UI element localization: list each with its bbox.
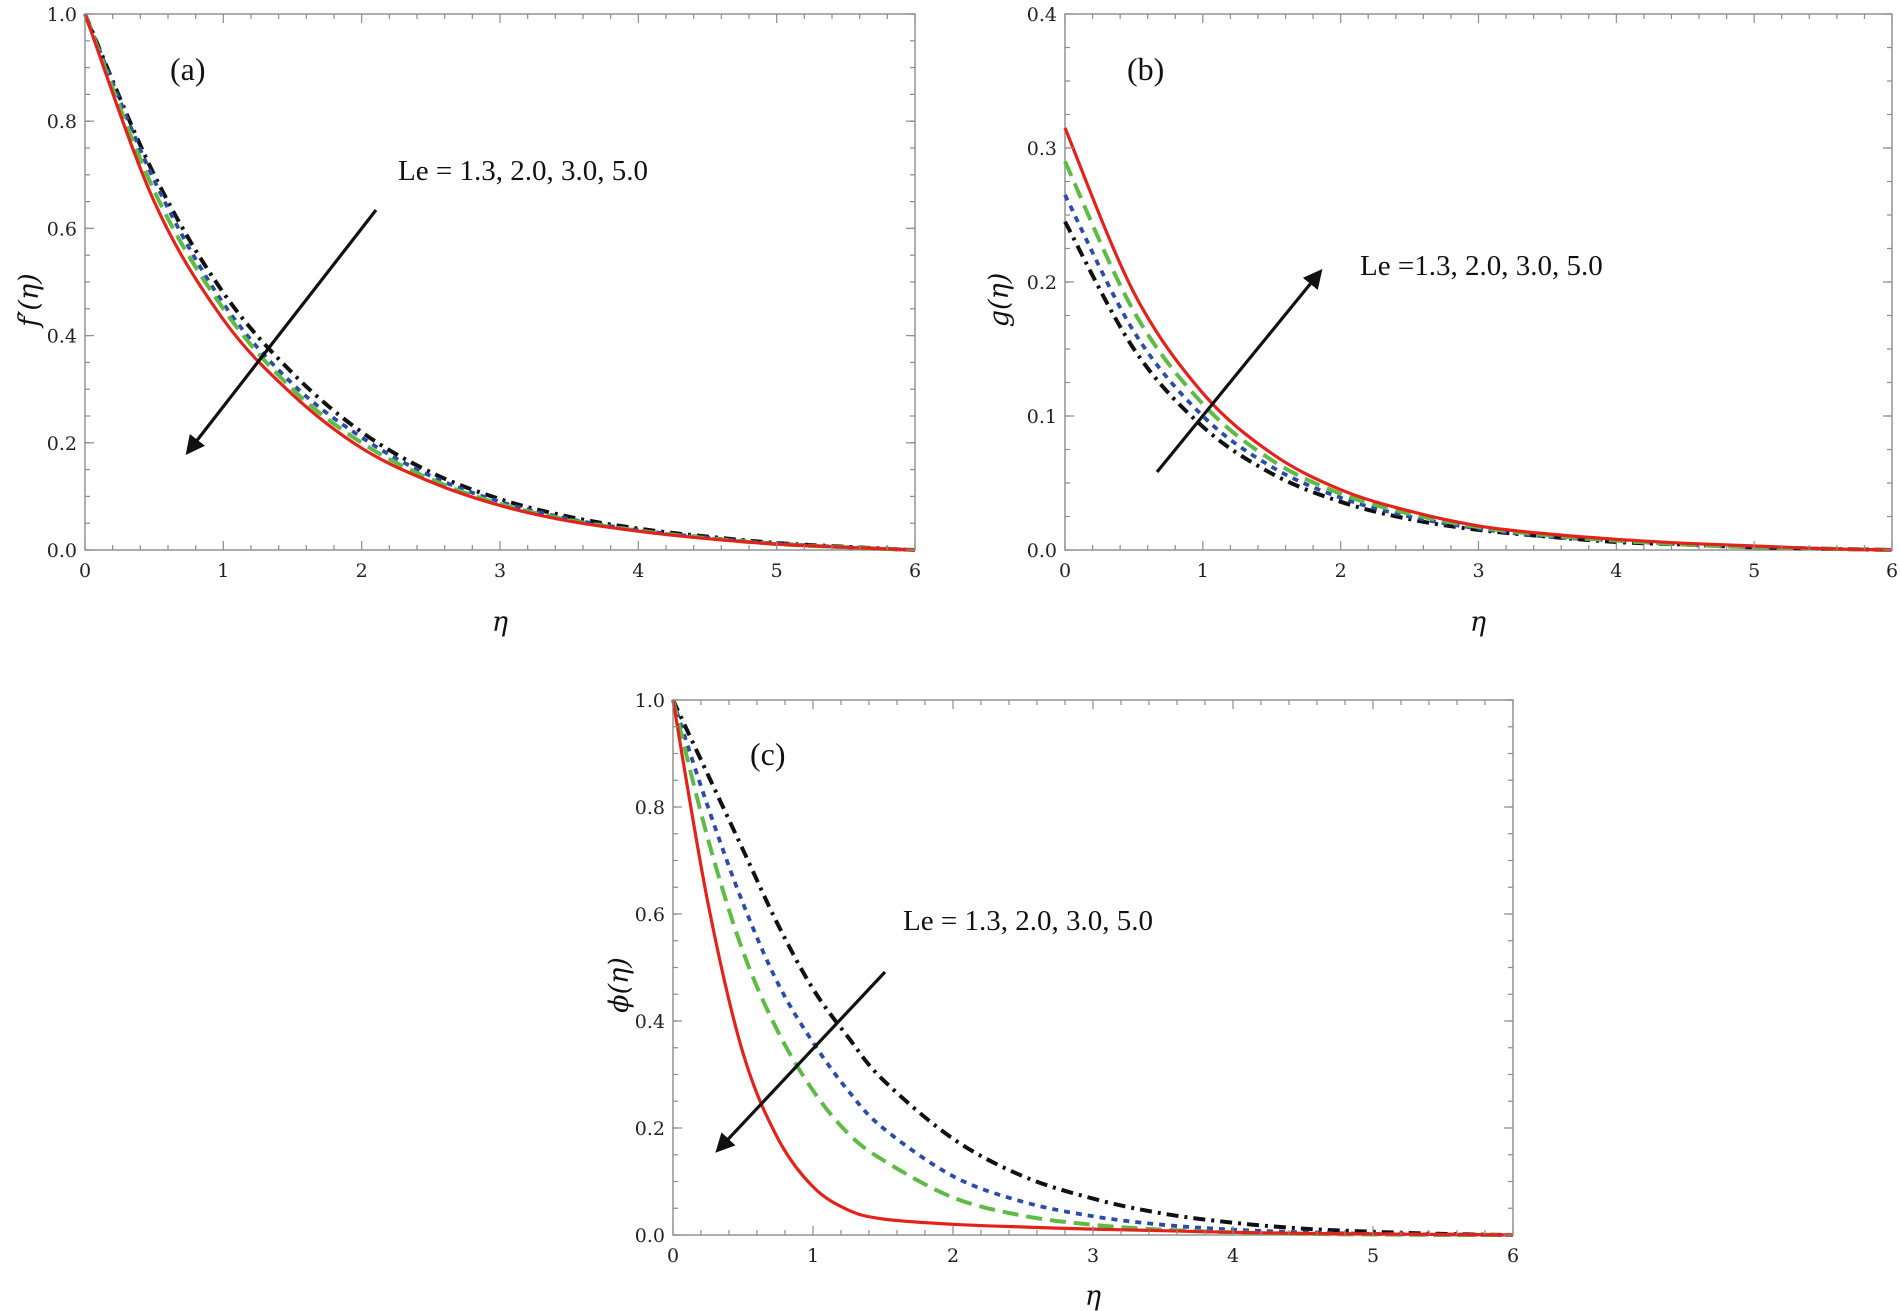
x-axis-label: η: [1085, 1281, 1101, 1311]
y-tick-label: 0.8: [47, 111, 77, 133]
series-line-5-0: [671, 699, 1514, 1237]
tick-group: 0 1 2 3 4 5 6 0.0 0.1 0.2 0.3 0.4: [1027, 4, 1898, 582]
series-line-3-0: [83, 13, 916, 552]
tick-group: 0 1 2 3 4 5 6 0.0 0.2 0.4 0.6 0.8 1.0: [635, 690, 1519, 1267]
x-tick-label: 4: [632, 560, 644, 582]
x-tick-label: 3: [494, 560, 506, 582]
trend-arrow: [715, 970, 887, 1153]
y-tick-label: 0.0: [635, 1225, 665, 1247]
trend-arrow: [1155, 269, 1323, 474]
series-line-5-0: [83, 13, 916, 552]
y-axis-label: g(η): [984, 273, 1015, 328]
x-tick-label: 1: [807, 1245, 819, 1267]
series-group: [1063, 127, 1893, 552]
x-tick-label: 5: [1367, 1245, 1379, 1267]
x-axis-label: η: [1470, 607, 1486, 638]
x-tick-label: 4: [1227, 1245, 1239, 1267]
panel-a: 0 1 2 3 4 5 6 0.0 0.2 0.4 0.6 0.8 1.0 (a) Le = 1.3, …: [14, 4, 921, 638]
x-tick-label: 6: [1507, 1245, 1519, 1267]
panel-b: 0 1 2 3 4 5 6 0.0 0.1 0.2 0.3 0.4 (b) Le =1.3, 2.0,…: [984, 4, 1898, 638]
y-tick-label: 1.0: [47, 4, 77, 26]
panel-c: 0 1 2 3 4 5 6 0.0 0.2 0.4 0.6 0.8 1.0 (c) Le = 1.3, …: [604, 690, 1519, 1311]
x-tick-label: 1: [217, 560, 229, 582]
y-axis-label: ϕ(η): [604, 957, 635, 1013]
x-tick-label: 2: [947, 1245, 959, 1267]
x-tick-label: 6: [1886, 560, 1898, 582]
x-tick-label: 5: [1748, 560, 1760, 582]
series-line-2-0: [1063, 194, 1893, 552]
plot-frame: [1064, 13, 1893, 551]
series-group: [83, 13, 916, 552]
x-tick-label: 3: [1087, 1245, 1099, 1267]
parameter-annotation: Le = 1.3, 2.0, 3.0, 5.0: [903, 905, 1153, 937]
x-tick-label: 2: [356, 560, 368, 582]
plot-frame: [672, 699, 1514, 1236]
y-tick-label: 0.3: [1027, 138, 1057, 160]
y-tick-label: 0.0: [47, 540, 77, 562]
series-line-3-0: [671, 699, 1514, 1238]
y-tick-label: 0.6: [47, 218, 77, 240]
x-tick-label: 2: [1335, 560, 1347, 582]
x-tick-label: 0: [667, 1245, 679, 1267]
y-tick-label: 0.2: [1027, 272, 1057, 294]
y-tick-label: 0.0: [1027, 540, 1057, 562]
parameter-annotation: Le = 1.3, 2.0, 3.0, 5.0: [398, 155, 648, 187]
y-tick-label: 0.6: [635, 904, 665, 926]
panel-label: (c): [750, 736, 786, 772]
series-line-1-3: [671, 699, 1514, 1237]
plot-frame: [84, 13, 916, 551]
y-tick-label: 0.1: [1027, 406, 1057, 428]
series-line-1-3: [83, 13, 916, 552]
series-group: [671, 699, 1514, 1238]
x-tick-label: 1: [1197, 560, 1209, 582]
x-tick-label: 6: [909, 560, 921, 582]
trend-arrow: [185, 209, 378, 456]
series-line-3-0: [1063, 160, 1893, 552]
series-line-2-0: [83, 13, 916, 552]
x-tick-label: 5: [771, 560, 783, 582]
x-tick-label: 0: [1059, 560, 1071, 582]
panel-label: (b): [1127, 51, 1164, 87]
y-tick-label: 0.4: [1027, 4, 1057, 26]
y-tick-label: 0.8: [635, 797, 665, 819]
y-tick-label: 1.0: [635, 690, 665, 712]
y-tick-label: 0.4: [47, 326, 77, 348]
x-tick-label: 0: [79, 560, 91, 582]
panel-label: (a): [170, 51, 206, 87]
tick-group: 0 1 2 3 4 5 6 0.0 0.2 0.4 0.6 0.8 1.0: [47, 4, 921, 582]
y-tick-label: 0.2: [635, 1118, 665, 1140]
parameter-annotation: Le =1.3, 2.0, 3.0, 5.0: [1360, 250, 1603, 282]
y-axis-label: f′(η): [14, 273, 45, 328]
x-tick-label: 3: [1472, 560, 1484, 582]
x-tick-label: 4: [1610, 560, 1622, 582]
y-tick-label: 0.2: [47, 433, 77, 455]
y-tick-label: 0.4: [635, 1011, 665, 1033]
series-line-5-0: [1063, 127, 1893, 552]
series-line-2-0: [671, 699, 1514, 1237]
x-axis-label: η: [492, 607, 508, 638]
